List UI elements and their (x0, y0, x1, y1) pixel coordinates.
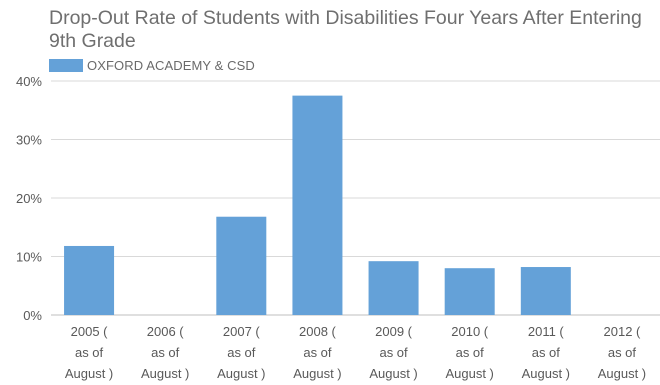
x-tick-label-line: 2008 ( (299, 324, 337, 339)
bar (444, 268, 495, 315)
bar (216, 216, 267, 315)
legend-swatch (49, 58, 83, 72)
x-tick-label: 2012 ( as of August ) (598, 324, 646, 381)
bar (520, 267, 571, 315)
x-tick-label-line: as of (303, 345, 332, 360)
y-tick-label: 20% (16, 191, 42, 206)
x-tick-label-line: as of (75, 345, 104, 360)
x-tick-label-line: 2006 ( (147, 324, 185, 339)
x-tick-label-line: August ) (65, 366, 113, 381)
bars (64, 95, 571, 315)
y-tick-label: 30% (16, 133, 42, 148)
x-tick-label: 2005 ( as of August ) (65, 324, 113, 381)
legend: OXFORD ACADEMY & CSD (49, 56, 255, 74)
x-tick-label-line: as of (608, 345, 637, 360)
x-tick-label-line: 2012 ( (604, 324, 642, 339)
x-tick-label-line: as of (532, 345, 561, 360)
gridlines (51, 80, 660, 316)
x-axis-ticks: 2005 (as of August )2006 (as of August )20… (65, 324, 646, 381)
x-tick-label-line: August ) (522, 366, 570, 381)
chart-title: Drop-Out Rate of Students with Disabilit… (49, 7, 642, 52)
y-axis-ticks: 0% 10% 20% 30% 40% (16, 74, 42, 323)
bar (368, 261, 419, 315)
x-tick-label: 2007 ( as of August ) (217, 324, 265, 381)
x-tick-label-line: August ) (369, 366, 417, 381)
x-tick-label-line: 2010 ( (451, 324, 489, 339)
y-tick-label: 40% (16, 74, 42, 89)
bar (292, 95, 343, 315)
x-tick-label-line: as of (456, 345, 485, 360)
x-tick-label-line: August ) (217, 366, 265, 381)
legend-label: OXFORD ACADEMY & CSD (87, 57, 255, 73)
x-tick-label-line: August ) (598, 366, 646, 381)
x-tick-label-line: as of (379, 345, 408, 360)
bar (64, 245, 115, 315)
x-tick-label: 2009 ( as of August ) (369, 324, 417, 381)
x-tick-label-line: 2007 ( (223, 324, 261, 339)
y-tick-label: 0% (23, 308, 42, 323)
x-tick-label-line: August ) (141, 366, 189, 381)
x-tick-label-line: August ) (445, 366, 493, 381)
x-tick-label-line: as of (151, 345, 180, 360)
x-tick-label-line: 2009 ( (375, 324, 413, 339)
x-tick-label-line: as of (227, 345, 256, 360)
x-tick-label-line: 2005 ( (71, 324, 109, 339)
x-tick-label-line: August ) (293, 366, 341, 381)
x-tick-label: 2006 ( as of August ) (141, 324, 189, 381)
x-tick-label: 2011 ( as of August ) (522, 324, 570, 381)
x-tick-label: 2008 ( as of August ) (293, 324, 341, 381)
x-tick-label: 2010 ( as of August ) (445, 324, 493, 381)
x-tick-label-line: 2011 ( (528, 324, 565, 339)
y-tick-label: 10% (16, 250, 42, 265)
